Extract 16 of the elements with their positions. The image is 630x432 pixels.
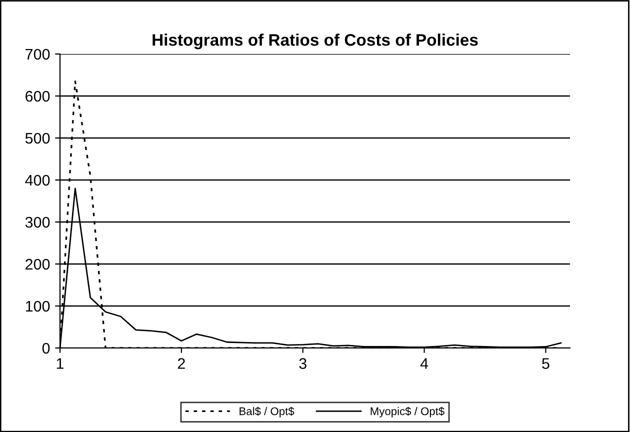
y-tick-label: 200 bbox=[26, 258, 50, 270]
x-tick-label: 3 bbox=[299, 358, 306, 369]
y-tick-label: 300 bbox=[25, 216, 50, 228]
y-tick-label: 0 bbox=[42, 342, 50, 354]
x-tick-label: 2 bbox=[178, 358, 185, 369]
y-tick-label: 400 bbox=[25, 174, 50, 186]
y-tick-label: 600 bbox=[26, 90, 50, 102]
y-tick-label: 100 bbox=[26, 300, 50, 312]
y-tick-label: 500 bbox=[25, 132, 50, 144]
y-tick-label: 700 bbox=[26, 48, 50, 60]
x-tick-label: 1 bbox=[56, 358, 64, 369]
chart-title: Histograms of Ratios of Costs of Policies bbox=[152, 34, 478, 50]
legend-label: Bal$ / Opt$ bbox=[240, 406, 294, 418]
x-tick-label: 5 bbox=[542, 358, 550, 369]
x-tick-label: 4 bbox=[420, 358, 428, 369]
legend-label: Myopic$ / Opt$ bbox=[370, 406, 444, 418]
